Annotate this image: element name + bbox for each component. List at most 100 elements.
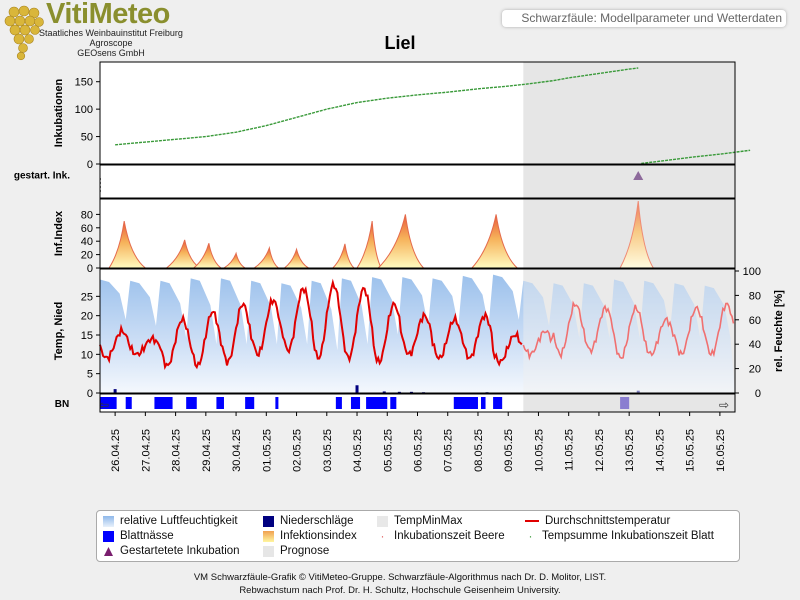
leaf-wetness-bar (453, 397, 478, 409)
x-tick-label: 11.05.25 (564, 429, 576, 471)
x-tick-label: 02.05.25 (292, 429, 304, 472)
leaf-wetness-forecast-bar (620, 397, 630, 409)
humidity-ytick-label: 80 (749, 290, 761, 302)
x-tick-label: 04.05.25 (352, 429, 364, 472)
leaf-wetness-bar (481, 397, 486, 409)
infection-index-peak (470, 214, 519, 269)
temp-ytick-label: 25 (81, 291, 93, 303)
incub-ylabel: Inkubationen (53, 79, 65, 148)
x-tick-label: 01.05.25 (261, 429, 273, 472)
incub-leaf-swatch: · (528, 528, 533, 543)
incub-ytick-label: 50 (81, 132, 93, 144)
infindex-ytick-label: 20 (81, 250, 93, 262)
infindex-ytick-label: 60 (81, 223, 93, 235)
forecast-shade-2 (523, 165, 735, 198)
infection-index-peak (619, 200, 655, 269)
legend-item-tempminmax: TempMinMax (377, 515, 462, 527)
infection-index-peak (376, 214, 425, 269)
incubation-line-1 (115, 67, 639, 146)
precip-bar (382, 391, 386, 393)
legend-item-incub-berry: · Inkubationszeit Beere (377, 528, 505, 543)
infection-index-peak (222, 251, 247, 269)
avgtemp-swatch (525, 520, 539, 522)
leaf-wetness-bar (335, 397, 342, 409)
humidity-ylabel: rel. Feuchte [%] (773, 290, 785, 372)
legend-label: Infektionsindex (280, 530, 357, 542)
forecast-shade-1 (523, 62, 735, 164)
legend-label: Durchschnittstemperatur (545, 515, 671, 527)
temp-ytick-label: 5 (87, 369, 93, 381)
precip-bar (355, 385, 359, 393)
leaf-wetness-bar (125, 397, 132, 409)
logo-line-agroscope: Agroscope (89, 38, 133, 48)
legend-label: Gestartetete Inkubation (120, 545, 240, 557)
x-tick-label: 07.05.25 (443, 429, 455, 472)
humidity-ytick-label: 40 (749, 339, 761, 351)
humidity-ytick-label: 60 (749, 315, 761, 327)
leaf-wetness-bar (245, 397, 255, 409)
infection-index-peak (252, 245, 280, 269)
started-incubation-marker (633, 171, 644, 180)
temp-ytick-label: 10 (81, 349, 93, 361)
panel-border-4 (99, 268, 736, 394)
precip-bar (397, 391, 401, 393)
legend-label: relative Luftfeuchtigkeit (120, 515, 238, 527)
temp-ytick-label: 0 (87, 388, 93, 400)
panel-border-3 (99, 198, 736, 269)
infindex-ytick-label: 0 (87, 263, 93, 275)
x-tick-label: 29.04.25 (201, 429, 213, 472)
legend-label: Inkubationszeit Beere (394, 530, 505, 542)
humidity-ytick-label: 0 (755, 388, 761, 400)
incub-ytick-label: 0 (87, 159, 93, 171)
legend-item-incub-leaf: · Tempsumme Inkubationszeit Blatt (525, 528, 714, 543)
x-tick-label: 05.05.25 (382, 429, 394, 472)
avg-temperature-line (99, 278, 523, 371)
x-tick-label: 10.05.25 (533, 429, 545, 472)
legend-label: Blattnässe (120, 530, 174, 542)
footer-line-1: VM Schwarzfäule-Grafik © VitiMeteo-Grupp… (193, 572, 607, 583)
x-tick-label: 30.04.25 (231, 429, 243, 472)
infindex-ytick-label: 80 (81, 209, 93, 221)
precip-swatch (263, 515, 274, 527)
x-tick-label: 08.05.25 (473, 429, 485, 472)
x-tick-label: 15.05.25 (685, 429, 697, 472)
legend-item-infindex: Infektionsindex (263, 530, 357, 542)
x-tick-label: 13.05.25 (624, 429, 636, 472)
temp-ylabel: Temp, Nied (53, 302, 65, 360)
avg-temperature-forecast-line (522, 300, 735, 361)
legend-item-precip: Niederschläge (263, 515, 354, 527)
footer-line-2: Rebwachstum nach Prof. Dr. H. Schultz, H… (239, 585, 561, 596)
incub-berry-swatch: · (380, 528, 385, 543)
footer: VM Schwarzfäule-Grafik © VitiMeteo-Grupp… (0, 571, 800, 597)
x-tick-label: 14.05.25 (654, 429, 666, 472)
leafwet-ylabel: BN (55, 399, 69, 410)
infindex-ytick-label: 40 (81, 236, 93, 248)
leafwet-swatch (103, 530, 114, 542)
infection-index-peak (165, 239, 202, 269)
logo-line-geosens: GEOsens GmbH (77, 48, 145, 58)
logo-line-institute: Staatliches Weinbauinstitut Freiburg (39, 28, 183, 38)
infindex-ylabel: Inf.Index (53, 210, 65, 256)
x-tick-label: 16.05.25 (715, 429, 727, 472)
infection-index-peak (282, 247, 311, 269)
precip-bar (636, 390, 640, 393)
x-tick-label: 09.05.25 (503, 429, 515, 472)
incub-ytick-label: 100 (75, 104, 93, 116)
chart-title: Liel (384, 33, 416, 53)
legend-item-avgtemp: Durchschnittstemperatur (525, 515, 670, 527)
x-tick-label: 27.04.25 (140, 429, 152, 472)
legend-label: TempMinMax (394, 515, 463, 527)
legend-item-humidity: relative Luftfeuchtigkeit (103, 515, 238, 527)
leaf-wetness-bar (366, 397, 388, 409)
humidity-ytick-label: 100 (743, 266, 761, 278)
started-ylabel: gestart. Ink. (14, 171, 70, 182)
infection-index-peak (108, 221, 147, 269)
x-tick-label: 12.05.25 (594, 429, 606, 472)
infection-index-peak (192, 243, 223, 269)
tempminmax-swatch (377, 515, 388, 527)
incubation-line-2 (641, 149, 751, 165)
vitimeteo-logo: VitiMeteo Staatliches Weinbauinstitut Fr… (0, 0, 190, 62)
infindex-swatch (263, 530, 274, 542)
leaf-wetness-bar (390, 397, 397, 409)
